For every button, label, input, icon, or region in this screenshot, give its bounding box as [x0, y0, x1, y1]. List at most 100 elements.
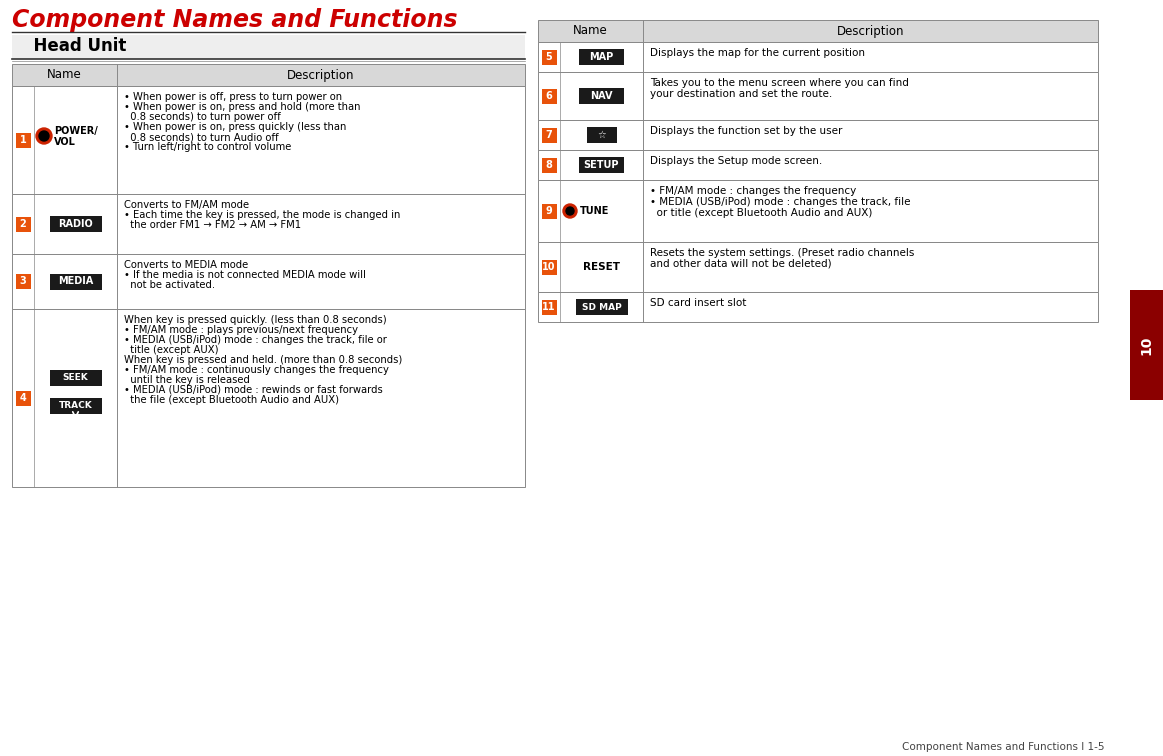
- Circle shape: [566, 207, 575, 215]
- Bar: [538, 150, 1098, 180]
- Text: 7: 7: [545, 130, 552, 140]
- Bar: [12, 309, 525, 487]
- Text: Description: Description: [287, 69, 355, 82]
- Bar: [542, 299, 557, 314]
- Bar: [579, 88, 625, 104]
- Text: Resets the system settings. (Preset radio channels: Resets the system settings. (Preset radi…: [650, 248, 914, 258]
- Text: • MEDIA (USB/iPod) mode : rewinds or fast forwards: • MEDIA (USB/iPod) mode : rewinds or fas…: [124, 385, 383, 395]
- Bar: [542, 203, 557, 218]
- Bar: [15, 132, 30, 147]
- Text: • FM/AM mode : continuously changes the frequency: • FM/AM mode : continuously changes the …: [124, 365, 388, 375]
- Bar: [50, 216, 101, 232]
- Text: • Turn left/right to control volume: • Turn left/right to control volume: [124, 142, 292, 152]
- Text: Name: Name: [48, 69, 81, 82]
- Text: 3: 3: [20, 277, 27, 287]
- Bar: [538, 42, 1098, 72]
- Text: 0.8 seconds) to turn power off: 0.8 seconds) to turn power off: [124, 112, 280, 122]
- Bar: [542, 157, 557, 172]
- Circle shape: [563, 204, 577, 218]
- Text: Component Names and Functions I 1-5: Component Names and Functions I 1-5: [902, 742, 1105, 752]
- Text: MEDIA: MEDIA: [58, 277, 93, 287]
- Text: When key is pressed and held. (more than 0.8 seconds): When key is pressed and held. (more than…: [124, 355, 402, 365]
- Text: Converts to FM/AM mode: Converts to FM/AM mode: [124, 200, 249, 210]
- Bar: [586, 127, 616, 143]
- Text: 10: 10: [542, 262, 556, 272]
- Text: 5: 5: [545, 52, 552, 62]
- Text: MAP: MAP: [590, 52, 614, 62]
- Bar: [538, 72, 1098, 120]
- Bar: [579, 49, 625, 65]
- Text: • MEDIA (USB/iPod) mode : changes the track, file or: • MEDIA (USB/iPod) mode : changes the tr…: [124, 335, 387, 345]
- Text: When key is pressed quickly. (less than 0.8 seconds): When key is pressed quickly. (less than …: [124, 315, 386, 325]
- Bar: [12, 194, 525, 254]
- Bar: [12, 64, 525, 86]
- Text: 8: 8: [545, 160, 552, 170]
- Text: • FM/AM mode : changes the frequency: • FM/AM mode : changes the frequency: [650, 186, 856, 196]
- Text: 10: 10: [1140, 336, 1154, 355]
- Text: NAV: NAV: [591, 91, 613, 101]
- Text: your destination and set the route.: your destination and set the route.: [650, 89, 833, 99]
- Bar: [15, 391, 30, 405]
- Bar: [538, 20, 1098, 42]
- Text: • When power is on, press quickly (less than: • When power is on, press quickly (less …: [124, 122, 347, 132]
- Text: RADIO: RADIO: [58, 219, 93, 229]
- Text: POWER/: POWER/: [53, 126, 98, 136]
- Text: SETUP: SETUP: [584, 160, 619, 170]
- Bar: [50, 274, 101, 290]
- Text: Description: Description: [836, 24, 905, 38]
- Text: Displays the Setup mode screen.: Displays the Setup mode screen.: [650, 156, 822, 166]
- Text: the file (except Bluetooth Audio and AUX): the file (except Bluetooth Audio and AUX…: [124, 395, 338, 405]
- Text: or title (except Bluetooth Audio and AUX): or title (except Bluetooth Audio and AUX…: [650, 208, 872, 218]
- Circle shape: [40, 131, 49, 141]
- Bar: [12, 35, 525, 59]
- Bar: [538, 180, 1098, 242]
- Text: until the key is released: until the key is released: [124, 375, 250, 385]
- Text: 11: 11: [542, 302, 556, 312]
- Text: SD card insert slot: SD card insert slot: [650, 298, 747, 308]
- Bar: [50, 398, 101, 414]
- Text: Takes you to the menu screen where you can find: Takes you to the menu screen where you c…: [650, 78, 908, 88]
- Text: Displays the map for the current position: Displays the map for the current positio…: [650, 48, 865, 58]
- Text: • MEDIA (USB/iPod) mode : changes the track, file: • MEDIA (USB/iPod) mode : changes the tr…: [650, 197, 911, 207]
- Bar: [538, 242, 1098, 292]
- Text: SEEK: SEEK: [63, 373, 88, 383]
- Text: 1: 1: [20, 135, 27, 145]
- Bar: [12, 254, 525, 309]
- Text: Name: Name: [573, 24, 608, 38]
- Text: not be activated.: not be activated.: [124, 280, 215, 290]
- Bar: [12, 86, 525, 194]
- Text: • When power is off, press to turn power on: • When power is off, press to turn power…: [124, 92, 342, 102]
- Bar: [50, 370, 101, 386]
- Text: 4: 4: [20, 393, 27, 403]
- Circle shape: [36, 128, 52, 144]
- Text: 2: 2: [20, 219, 27, 229]
- Text: ☆: ☆: [597, 130, 606, 140]
- Text: and other data will not be deleted): and other data will not be deleted): [650, 259, 832, 269]
- Text: • FM/AM mode : plays previous/next frequency: • FM/AM mode : plays previous/next frequ…: [124, 325, 358, 335]
- Bar: [542, 128, 557, 142]
- Bar: [15, 274, 30, 289]
- Bar: [538, 120, 1098, 150]
- Text: TRACK: TRACK: [58, 401, 92, 411]
- Text: 0.8 seconds) to turn Audio off: 0.8 seconds) to turn Audio off: [124, 132, 279, 142]
- Text: VOL: VOL: [53, 137, 76, 147]
- Bar: [542, 88, 557, 104]
- Text: title (except AUX): title (except AUX): [124, 345, 219, 355]
- Text: 9: 9: [545, 206, 552, 216]
- Text: • Each time the key is pressed, the mode is changed in: • Each time the key is pressed, the mode…: [124, 210, 400, 220]
- Text: Converts to MEDIA mode: Converts to MEDIA mode: [124, 260, 248, 270]
- Text: the order FM1 → FM2 → AM → FM1: the order FM1 → FM2 → AM → FM1: [124, 220, 301, 230]
- Text: RESET: RESET: [583, 262, 620, 272]
- Text: Component Names and Functions: Component Names and Functions: [12, 8, 457, 32]
- Text: SD MAP: SD MAP: [582, 302, 621, 311]
- Text: Head Unit: Head Unit: [22, 37, 127, 55]
- Bar: [1130, 290, 1163, 400]
- Bar: [538, 292, 1098, 322]
- Bar: [542, 259, 557, 274]
- Bar: [15, 216, 30, 231]
- Text: • If the media is not connected MEDIA mode will: • If the media is not connected MEDIA mo…: [124, 270, 366, 280]
- Text: 6: 6: [545, 91, 552, 101]
- Bar: [542, 49, 557, 64]
- Text: • When power is on, press and hold (more than: • When power is on, press and hold (more…: [124, 102, 361, 112]
- Bar: [579, 157, 625, 173]
